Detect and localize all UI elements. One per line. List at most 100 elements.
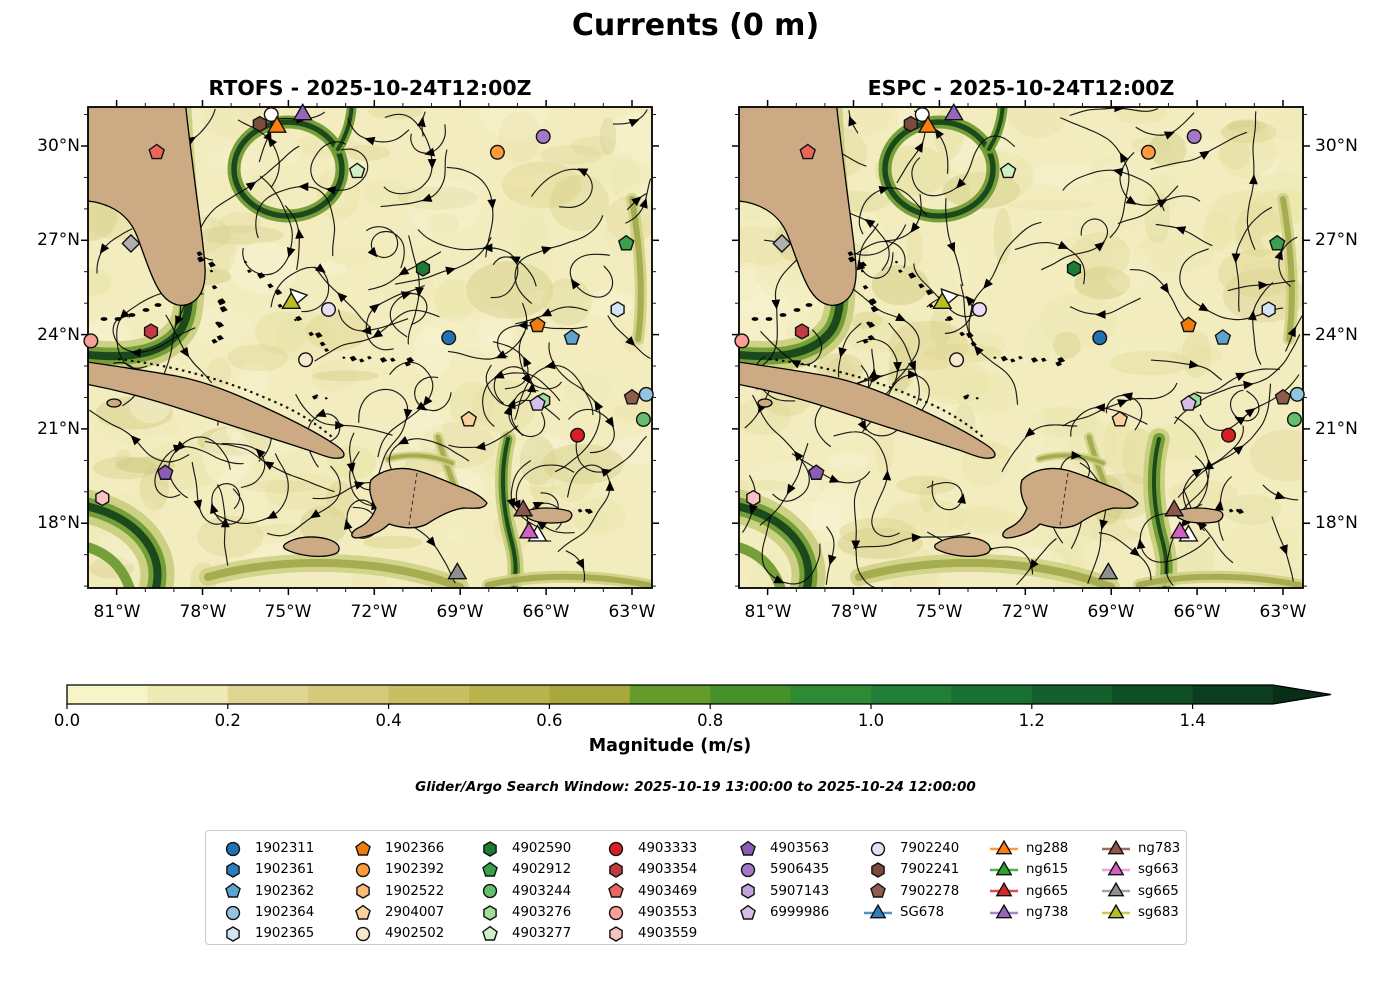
legend-entry-7902240: 7902240 xyxy=(863,838,959,859)
legend-entry-sg663: sg663 xyxy=(1101,859,1180,880)
x-tick-label: 78°W xyxy=(179,602,227,622)
search-window-note: Glider/Argo Search Window: 2025-10-19 13… xyxy=(415,779,976,795)
map-marker-4903553 xyxy=(83,333,99,349)
pentagon-marker-icon xyxy=(482,861,498,877)
triangle-marker-icon xyxy=(990,860,1018,876)
legend-entry-label: ng783 xyxy=(1138,841,1181,857)
legend-entry-label: 4902590 xyxy=(512,841,572,857)
y-tick-label: 30°N xyxy=(1315,136,1358,156)
map-marker-4902912 xyxy=(1268,234,1286,251)
landmass-cuba xyxy=(739,361,996,459)
legend-entry-SG678: SG678 xyxy=(863,902,959,923)
map-marker-1902392 xyxy=(489,144,505,160)
landmass-jamaica xyxy=(282,536,340,558)
legend-entry-label: 7902278 xyxy=(900,883,960,899)
hexagon-marker-icon xyxy=(226,925,240,942)
legend-entry-label: 1902365 xyxy=(255,926,315,942)
legend-entry-4902502: 4902502 xyxy=(348,923,444,944)
legend-entry-label: 4903244 xyxy=(512,883,572,899)
triangle-marker-icon xyxy=(864,903,892,918)
map-marker-4903277 xyxy=(999,162,1017,179)
legend-entry-4903277: 4903277 xyxy=(475,923,571,944)
map-panel-espc: 81°W 78°W 75°W 72°W 69°W 66°W 63°W 30°N 27°N 24°N… xyxy=(732,100,1358,622)
triangle-marker-icon xyxy=(1102,903,1130,918)
x-tick-label: 81°W xyxy=(93,602,141,622)
legend-entry-4903553: 4903553 xyxy=(601,902,697,923)
legend-entry-ng738: ng738 xyxy=(989,902,1068,923)
legend-entry-label: 1902366 xyxy=(385,841,445,857)
map-marker-1902311 xyxy=(1092,330,1108,346)
hexagon-marker-icon xyxy=(609,862,623,878)
legend-entry-label: 5907143 xyxy=(770,883,830,899)
legend-entry-4903244: 4903244 xyxy=(475,881,571,902)
map-marker-4902590 xyxy=(415,260,431,277)
espc-map xyxy=(732,100,1310,595)
legend-entry-label: 1902522 xyxy=(385,883,445,899)
circle-marker-icon xyxy=(225,841,241,856)
map-marker-4903469 xyxy=(799,143,816,160)
landmass-hispaniola xyxy=(1002,467,1139,539)
legend-entry-label: 6999986 xyxy=(770,905,830,921)
y-tick-label: 18°N xyxy=(37,513,80,533)
x-tick-label: 69°W xyxy=(436,602,484,622)
map-marker-unlabeled-circle xyxy=(914,107,930,123)
map-marker-unlabeled-diamond xyxy=(121,233,141,254)
legend-column: ng783 sg663 sg665 sg683 xyxy=(1101,838,1180,923)
legend-entry-label: 1902361 xyxy=(255,862,315,878)
map-marker-7902278 xyxy=(623,388,641,405)
pentagon-marker-icon xyxy=(482,925,498,941)
triangle-marker-icon xyxy=(1102,839,1130,855)
colorbar-tick-label: 0.8 xyxy=(697,711,723,730)
legend-entry-label: 7902241 xyxy=(900,862,960,878)
legend-entry-ng615: ng615 xyxy=(989,859,1068,880)
legend-entry-4902590: 4902590 xyxy=(475,838,571,859)
legend-entry-ng288: ng288 xyxy=(989,838,1068,859)
x-tick-label: 66°W xyxy=(1173,602,1221,622)
colorbar: 0.0 0.2 0.4 0.6 0.8 1.0 1.2 1.4 xyxy=(54,684,1332,730)
landmass-florida xyxy=(739,107,857,306)
map-marker-sg665 xyxy=(447,561,468,580)
legend-entry-label: 4902912 xyxy=(512,862,572,878)
legend-entry-4902912: 4902912 xyxy=(475,859,571,880)
circle-marker-icon xyxy=(355,926,371,941)
map-marker-1902365 xyxy=(1261,301,1276,318)
hexagon-marker-icon xyxy=(741,883,755,900)
map-marker-5906435 xyxy=(1186,129,1202,145)
circle-marker-icon xyxy=(740,862,756,878)
colorbar-tick-label: 0.0 xyxy=(54,711,80,730)
map-marker-1902364 xyxy=(638,386,654,402)
hexagon-marker-icon xyxy=(609,925,623,942)
rtofs-map xyxy=(81,100,659,595)
legend-entry-4903469: 4903469 xyxy=(601,881,697,902)
legend-entry-1902362: 1902362 xyxy=(218,881,314,902)
x-tick-label: 81°W xyxy=(744,602,792,622)
map-marker-unlabeled-circle xyxy=(263,107,279,123)
legend-entry-label: 4903333 xyxy=(638,841,698,857)
circle-marker-icon xyxy=(482,884,498,899)
x-tick-label: 78°W xyxy=(830,602,878,622)
hexagon-marker-icon xyxy=(483,840,497,857)
legend-entry-label: 1902362 xyxy=(255,883,315,899)
map-marker-1902311 xyxy=(441,330,457,346)
legend-entry-label: ng615 xyxy=(1026,862,1069,878)
map-marker-6999986 xyxy=(529,395,546,411)
y-tick-label: 24°N xyxy=(1315,325,1358,345)
x-tick-label: 75°W xyxy=(264,602,312,622)
map-marker-4903244 xyxy=(1286,411,1302,427)
map-marker-ng288 xyxy=(266,115,288,133)
legend-column: ng288 ng615 ng665 ng738 xyxy=(989,838,1068,923)
pentagon-marker-icon xyxy=(355,840,371,856)
hexagon-marker-icon xyxy=(871,862,885,878)
panel-title-espc: ESPC - 2025-10-24T12:00Z xyxy=(867,76,1175,100)
map-marker-4903333 xyxy=(1221,427,1237,443)
legend-entry-4903563: 4903563 xyxy=(733,838,829,859)
map-marker-4903333 xyxy=(570,427,586,443)
legend-column: 4903333 4903354 4903469 4903553 4903559 xyxy=(601,838,697,944)
y-tick-label: 18°N xyxy=(1315,513,1358,533)
landmass-florida xyxy=(88,107,206,306)
map-marker-2904007 xyxy=(460,410,478,427)
map-marker-1902365 xyxy=(610,301,625,318)
legend-entry-7902278: 7902278 xyxy=(863,881,959,902)
map-marker-4902590 xyxy=(1066,260,1082,277)
pentagon-marker-icon xyxy=(608,882,624,898)
